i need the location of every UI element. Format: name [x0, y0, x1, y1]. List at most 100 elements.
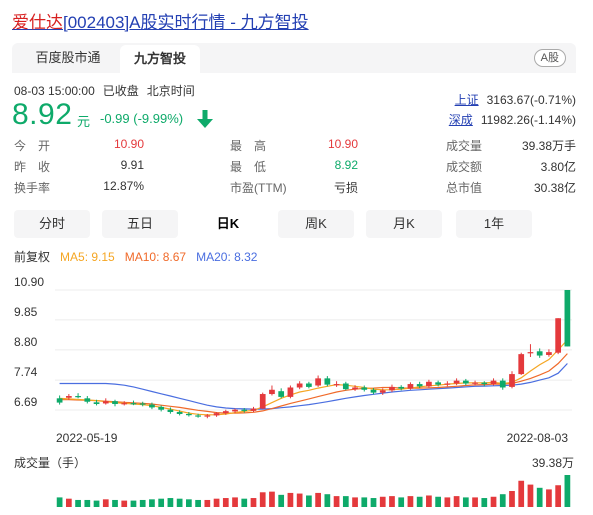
volume-bar: [278, 494, 285, 507]
period-daily-k-button[interactable]: 日K: [190, 210, 266, 238]
candle-body: [499, 380, 506, 388]
stat-pe-value: 亏损: [333, 181, 358, 195]
volume-bar: [176, 498, 183, 507]
candle-body: [296, 383, 303, 388]
period-1year-button[interactable]: 1年: [456, 210, 532, 238]
down-arrow-icon: [197, 110, 213, 128]
candle-body: [472, 382, 478, 384]
candle-body: [278, 391, 285, 397]
volume-bar: [527, 484, 534, 507]
volume-bar: [296, 493, 303, 507]
volume-bar: [112, 499, 118, 507]
candle-body: [379, 390, 386, 393]
index-shenzhen: 深成 11982.26(-1.14%): [449, 111, 576, 128]
ma20-label: MA20: 8.32: [196, 250, 258, 264]
volume-bar: [546, 489, 552, 507]
period-weekly-k-button[interactable]: 周K: [278, 210, 354, 238]
volume-bar: [509, 491, 515, 507]
adjust-mode-label[interactable]: 前复权: [14, 250, 51, 264]
index-shanghai-name[interactable]: 上证: [454, 93, 479, 107]
stat-prev-label: 昨 收: [14, 160, 51, 174]
volume-bar: [287, 492, 294, 507]
volume-bar: [306, 495, 312, 507]
volume-bar: [444, 497, 451, 507]
candle-body: [398, 386, 405, 389]
period-5day-button[interactable]: 五日: [102, 210, 178, 238]
candle-body: [65, 396, 72, 398]
candle-body: [444, 383, 451, 385]
volume-bar: [65, 498, 72, 507]
period-monthly-k-button[interactable]: 月K: [366, 210, 442, 238]
stat-prev-value: 9.91: [120, 158, 144, 172]
volume-bar: [139, 499, 146, 507]
volume-bar: [93, 500, 100, 507]
price-unit: 元: [77, 114, 91, 129]
y-tick-label: 7.74: [14, 365, 38, 379]
index-shanghai: 上证 3163.67(-0.71%): [455, 91, 576, 108]
volume-bar: [232, 497, 238, 507]
candle-body: [167, 409, 174, 412]
stat-volume-label: 成交量: [446, 139, 483, 153]
candle-body: [241, 409, 248, 411]
volume-bar: [453, 496, 460, 507]
tab-baidu-stock[interactable]: 百度股市通: [35, 50, 101, 65]
volume-bar: [102, 499, 109, 507]
volume-bar: [536, 487, 543, 507]
ma20-line: [59, 363, 568, 410]
quote-date: 08-03 15:00:00: [14, 84, 95, 98]
candle-body: [324, 378, 331, 385]
tab-jiufang[interactable]: 九方智投: [120, 45, 200, 73]
candle-body: [75, 396, 81, 398]
y-tick-label: 10.90: [14, 275, 44, 289]
candle-body: [352, 387, 358, 390]
index-shenzhen-name[interactable]: 深成: [448, 113, 473, 127]
candle-body: [222, 411, 229, 414]
stock-name[interactable]: 爱仕达: [12, 13, 63, 32]
change-percent: (-9.99%): [133, 111, 184, 126]
y-tick-label: 6.69: [14, 395, 38, 409]
candle-body: [306, 383, 312, 387]
candle-body: [435, 382, 441, 385]
candle-body: [204, 415, 211, 417]
candle-body: [102, 401, 109, 404]
title-rest[interactable]: [002403]A股实时行情 - 九方智投: [63, 13, 309, 32]
period-intraday-button[interactable]: 分时: [14, 210, 90, 238]
market-badge: A股: [533, 49, 566, 67]
volume-bar: [149, 499, 155, 507]
candle-body: [527, 352, 534, 354]
page-title[interactable]: 爱仕达[002403]A股实时行情 - 九方智投: [12, 8, 309, 33]
candle-body: [186, 413, 192, 416]
candle-body: [342, 383, 349, 390]
volume-bar: [315, 492, 321, 507]
volume-bar: [416, 496, 423, 507]
volume-bar: [499, 494, 506, 507]
candle-body: [130, 403, 137, 405]
volume-bar: [361, 497, 368, 507]
x-tick-label: 2022-08-03: [507, 431, 569, 445]
volume-label: 成交量（手）: [14, 455, 86, 470]
volume-bar: [370, 498, 377, 507]
volume-bar: [186, 499, 192, 507]
index-shanghai-value: 3163.67(-0.71%): [486, 93, 576, 107]
candle-body: [269, 389, 275, 395]
candle-body: [259, 394, 266, 409]
candle-body: [56, 398, 63, 403]
candle-body: [93, 402, 100, 405]
candle-body: [84, 398, 91, 402]
market-status: 已收盘: [102, 84, 139, 98]
candle-body: [315, 378, 321, 386]
volume-bar: [204, 499, 211, 507]
volume-bar: [241, 498, 248, 507]
candle-body: [389, 386, 395, 391]
candle-body: [416, 384, 423, 387]
volume-max-label: 39.38万: [532, 456, 574, 470]
stat-high-value: 10.90: [327, 137, 358, 151]
stat-pe-label: 市盈(TTM): [230, 181, 287, 195]
volume-bar: [84, 499, 91, 507]
quote-datetime: 08-03 15:00:00 已收盘 北京时间: [14, 82, 203, 99]
candle-body: [370, 389, 377, 393]
candle-body: [546, 352, 552, 355]
volume-bar: [555, 485, 562, 507]
candle-body: [176, 411, 183, 414]
